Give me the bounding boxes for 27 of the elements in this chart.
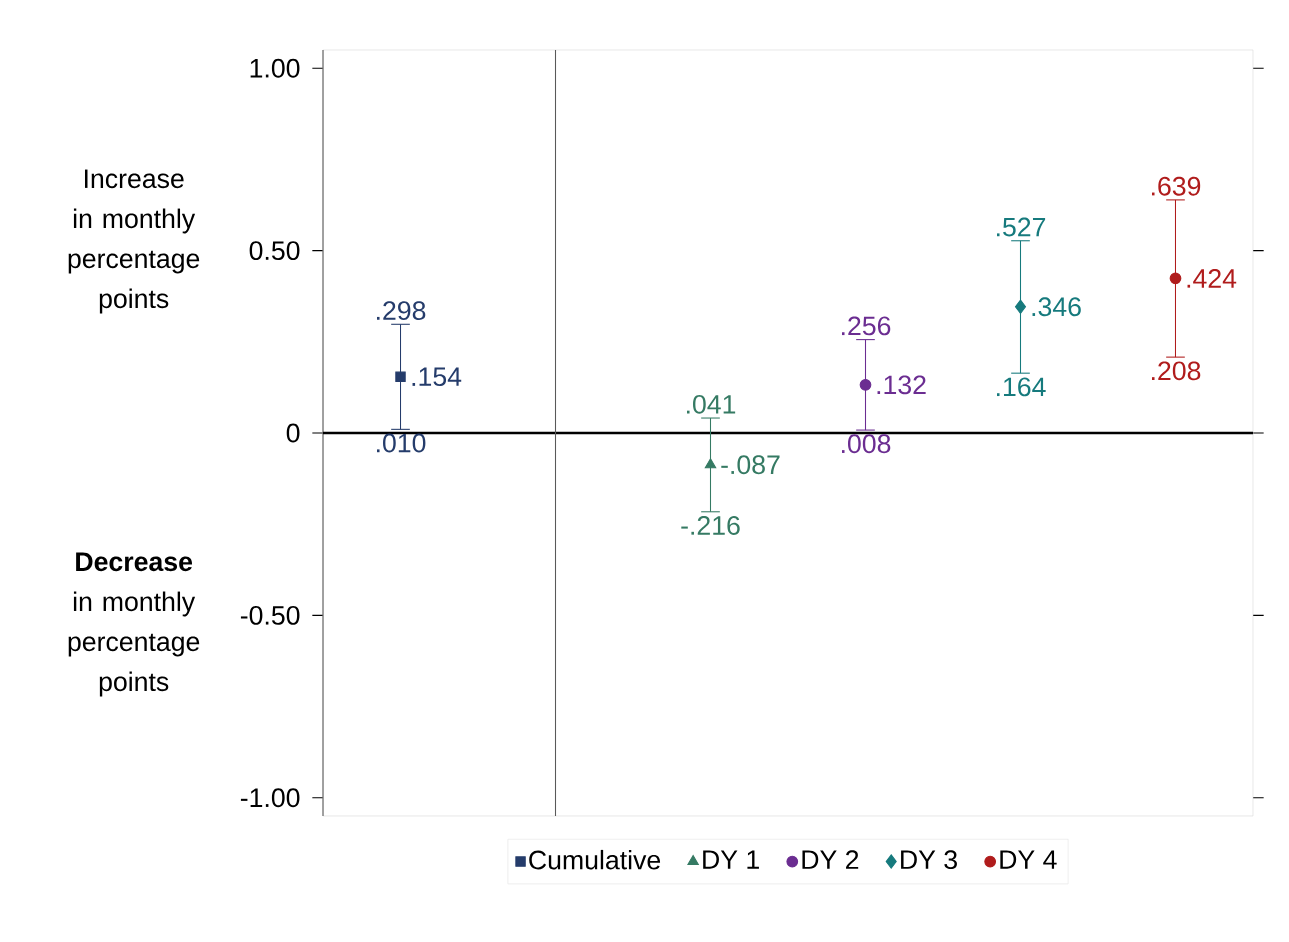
y-tick-label: 0	[286, 423, 300, 443]
data-label: .132	[877, 375, 926, 395]
y-tick-label: -1.00	[240, 788, 300, 808]
annotation: .527	[996, 217, 1046, 237]
legend-label: Cumulative	[529, 849, 661, 870]
legend-label: DY 4	[1000, 850, 1057, 869]
annotation: .298	[376, 301, 426, 321]
annotation: .208	[1151, 361, 1201, 381]
y-tick-label: 0.50	[249, 241, 300, 261]
legend-label: DY 1	[703, 850, 759, 869]
data-label: .154	[412, 367, 462, 387]
annotation: .010	[376, 433, 426, 453]
data-label: .346	[1032, 297, 1081, 317]
data-label: .424	[1187, 269, 1237, 288]
annotation: .639	[1151, 176, 1201, 196]
y-tick-label: 1.00	[250, 58, 300, 78]
legend-label: DY 3	[901, 850, 957, 870]
annotation: .164	[996, 377, 1046, 397]
text: Decrease in monthly percentage points	[68, 552, 200, 697]
annotation: .008	[841, 434, 891, 454]
text: Increase in monthly percentage points	[68, 169, 200, 314]
annotation: .256	[841, 316, 891, 336]
annotation: -.216	[681, 516, 740, 535]
data-label: -.087	[721, 455, 780, 475]
y-tick-label: -0.50	[240, 605, 300, 625]
legend-label: DY 2	[802, 850, 859, 869]
annotation: .041	[686, 394, 736, 414]
